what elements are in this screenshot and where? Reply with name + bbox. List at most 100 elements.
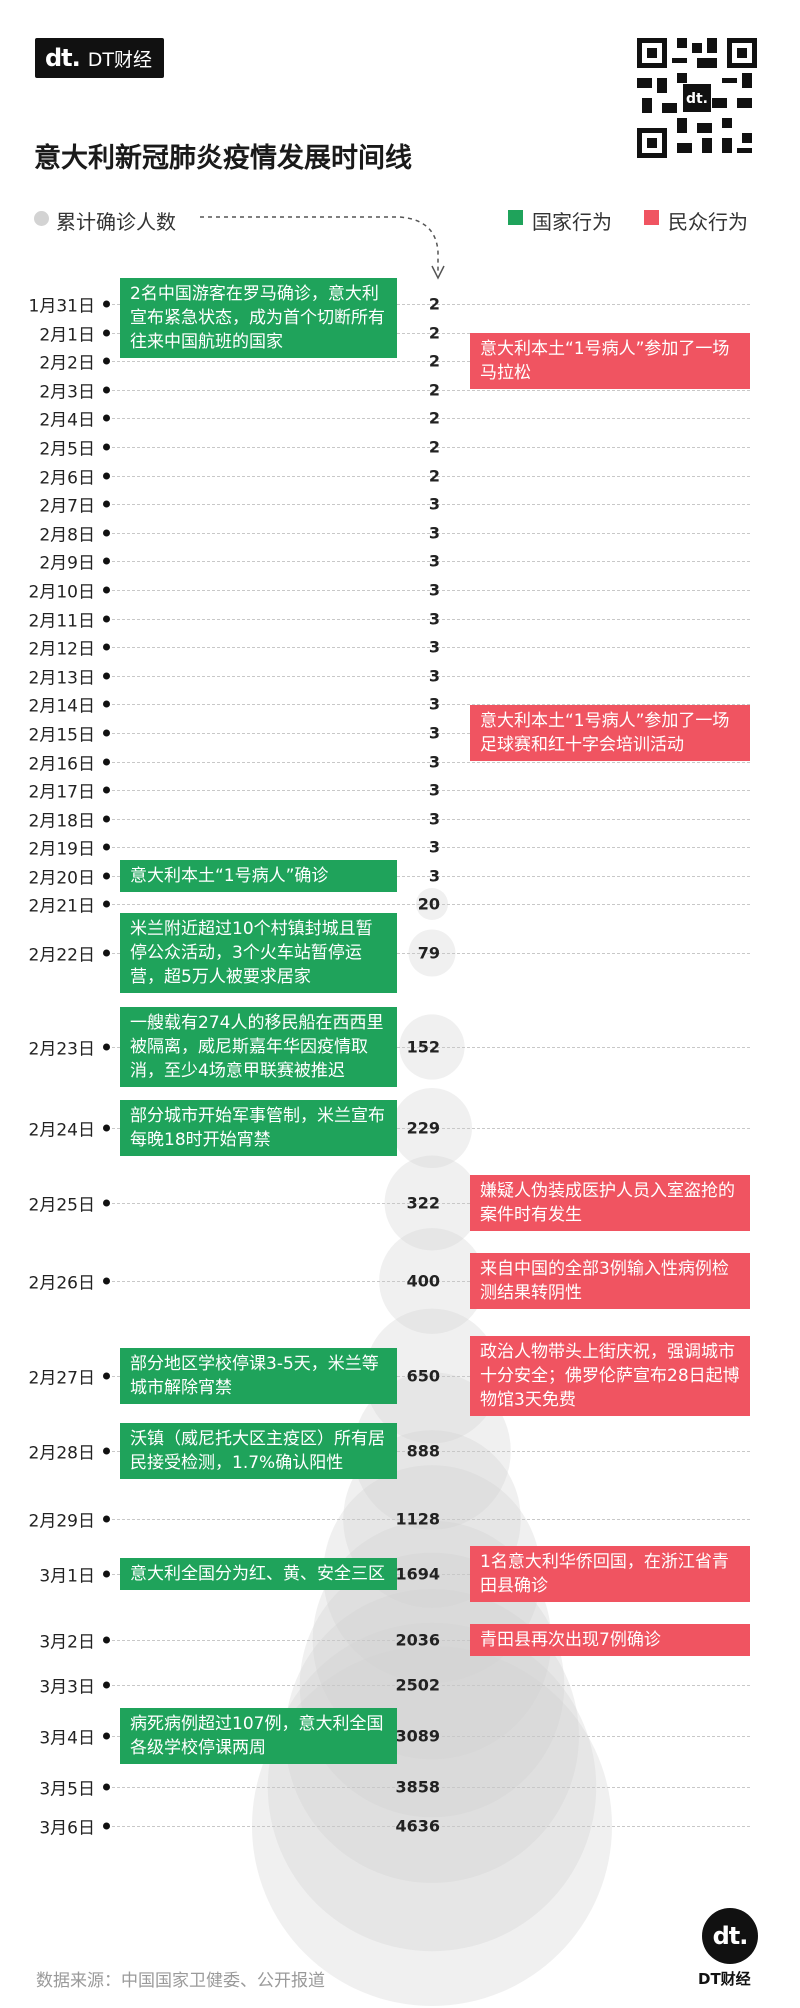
row-guide xyxy=(112,847,750,849)
cumulative-value-text: 888 xyxy=(406,1441,440,1461)
row-guide xyxy=(112,361,750,363)
brand-text: DT财经 xyxy=(698,1970,751,1988)
cumulative-value-text: 4636 xyxy=(395,1816,440,1836)
date-dot xyxy=(103,1822,110,1830)
cumulative-value-text: 3 xyxy=(428,666,440,686)
public-action-box: 意大利本土“1号病人”参加了一场马拉松 xyxy=(470,333,750,390)
date-label: 2月25日 xyxy=(28,1195,95,1216)
row-guide xyxy=(112,953,750,954)
national-action-box: 意大利全国分为红、黄、安全三区 xyxy=(120,1558,397,1590)
row-guide xyxy=(112,761,750,763)
row-guide xyxy=(112,475,750,477)
date-dot xyxy=(103,1570,110,1578)
cumulative-value-text: 3 xyxy=(428,523,440,543)
date-dot xyxy=(103,1636,110,1644)
date-dot xyxy=(103,500,110,508)
date-label: 2月8日 xyxy=(39,525,95,546)
date-label: 2月6日 xyxy=(39,468,95,489)
date-dot xyxy=(103,357,110,365)
brand-badge: dt. xyxy=(702,1908,758,1964)
national-action-box: 一艘载有274人的移民船在西西里被隔离，威尼斯嘉年华因疫情取消，至少4场意甲联赛… xyxy=(120,1007,397,1087)
national-action-box: 部分地区学校停课3-5天，米兰等城市解除宵禁 xyxy=(120,1348,397,1404)
cumulative-value-text: 2 xyxy=(428,294,440,314)
date-dot xyxy=(103,872,110,880)
date-dot xyxy=(103,815,110,823)
row-guide xyxy=(112,561,750,563)
row-guide xyxy=(112,1281,750,1282)
cumulative-value-text: 2 xyxy=(428,437,440,457)
date-label: 2月13日 xyxy=(28,668,95,689)
row-guide xyxy=(112,647,750,649)
date-dot xyxy=(103,729,110,737)
date-label: 2月10日 xyxy=(28,582,95,603)
row-guide xyxy=(112,532,750,534)
date-dot xyxy=(103,386,110,394)
cumulative-value-text: 3 xyxy=(428,694,440,714)
cumulative-value-text: 3 xyxy=(428,551,440,571)
national-action-box: 意大利本土“1号病人”确诊 xyxy=(120,860,397,892)
public-action-box: 来自中国的全部3例输入性病例检测结果转阴性 xyxy=(470,1253,750,1309)
cumulative-value-text: 3 xyxy=(428,637,440,657)
date-dot xyxy=(103,1732,110,1740)
date-label: 2月20日 xyxy=(28,868,95,889)
date-label: 2月26日 xyxy=(28,1273,95,1294)
date-label: 2月2日 xyxy=(39,353,95,374)
data-source: 数据来源：中国国家卫健委、公开报道 xyxy=(36,1971,325,1991)
date-dot xyxy=(103,414,110,422)
date-dot xyxy=(103,1124,110,1132)
date-label: 3月4日 xyxy=(39,1728,95,1749)
row-guide xyxy=(112,389,750,391)
row-guide xyxy=(112,1640,750,1641)
date-dot xyxy=(103,1277,110,1285)
legend-cumulative-label: 累计确诊人数 xyxy=(56,210,176,234)
cumulative-value-text: 3 xyxy=(428,752,440,772)
date-label: 3月3日 xyxy=(39,1677,95,1698)
bubble-2月22日 xyxy=(408,929,456,977)
date-dot xyxy=(103,1043,110,1051)
national-action-box: 病死病例超过107例，意大利全国各级学校停课两周 xyxy=(120,1708,397,1764)
cumulative-value-text: 3858 xyxy=(395,1777,440,1797)
date-label: 2月28日 xyxy=(28,1443,95,1464)
cumulative-value-text: 650 xyxy=(406,1366,440,1386)
date-dot xyxy=(103,843,110,851)
cumulative-value-text: 3 xyxy=(428,494,440,514)
date-label: 2月29日 xyxy=(28,1511,95,1532)
row-guide xyxy=(112,590,750,591)
date-dot xyxy=(103,329,110,337)
date-label: 2月22日 xyxy=(28,945,95,966)
date-label: 2月15日 xyxy=(28,725,95,746)
row-guide xyxy=(112,818,750,820)
date-dot xyxy=(103,1372,110,1380)
national-action-box: 米兰附近超过10个村镇封城且暂停公众活动，3个火车站暂停运营，超5万人被要求居家 xyxy=(120,913,397,993)
cumulative-value-text: 3 xyxy=(428,866,440,886)
date-dot xyxy=(103,529,110,537)
date-dot xyxy=(103,786,110,794)
logo-mark: dt. xyxy=(45,44,81,72)
date-label: 2月27日 xyxy=(28,1368,95,1389)
cumulative-value-text: 3 xyxy=(428,809,440,829)
cumulative-value-text: 2036 xyxy=(395,1630,440,1650)
qr-code-icon: dt. xyxy=(637,38,757,158)
row-guide xyxy=(112,304,750,305)
date-dot xyxy=(103,1199,110,1207)
date-dot xyxy=(103,557,110,565)
date-label: 2月18日 xyxy=(28,811,95,832)
cumulative-value-text: 1128 xyxy=(395,1509,440,1529)
row-guide xyxy=(112,704,750,706)
date-dot xyxy=(103,300,110,308)
cumulative-value-text: 322 xyxy=(406,1193,440,1213)
row-guide xyxy=(112,876,750,877)
date-label: 3月2日 xyxy=(39,1632,95,1653)
date-label: 3月5日 xyxy=(39,1779,95,1800)
date-dot xyxy=(103,1515,110,1523)
date-dot xyxy=(103,643,110,651)
date-dot xyxy=(103,949,110,957)
date-dot xyxy=(103,472,110,480)
cumulative-value-text: 229 xyxy=(406,1118,440,1138)
row-guide xyxy=(112,675,750,677)
legend-cumulative-swatch xyxy=(34,211,49,226)
national-action-box: 部分城市开始军事管制，米兰宣布每晚18时开始宵禁 xyxy=(120,1100,397,1156)
date-label: 2月11日 xyxy=(28,611,95,632)
cumulative-value-text: 2502 xyxy=(395,1675,440,1695)
svg-text:dt.: dt. xyxy=(686,91,708,107)
